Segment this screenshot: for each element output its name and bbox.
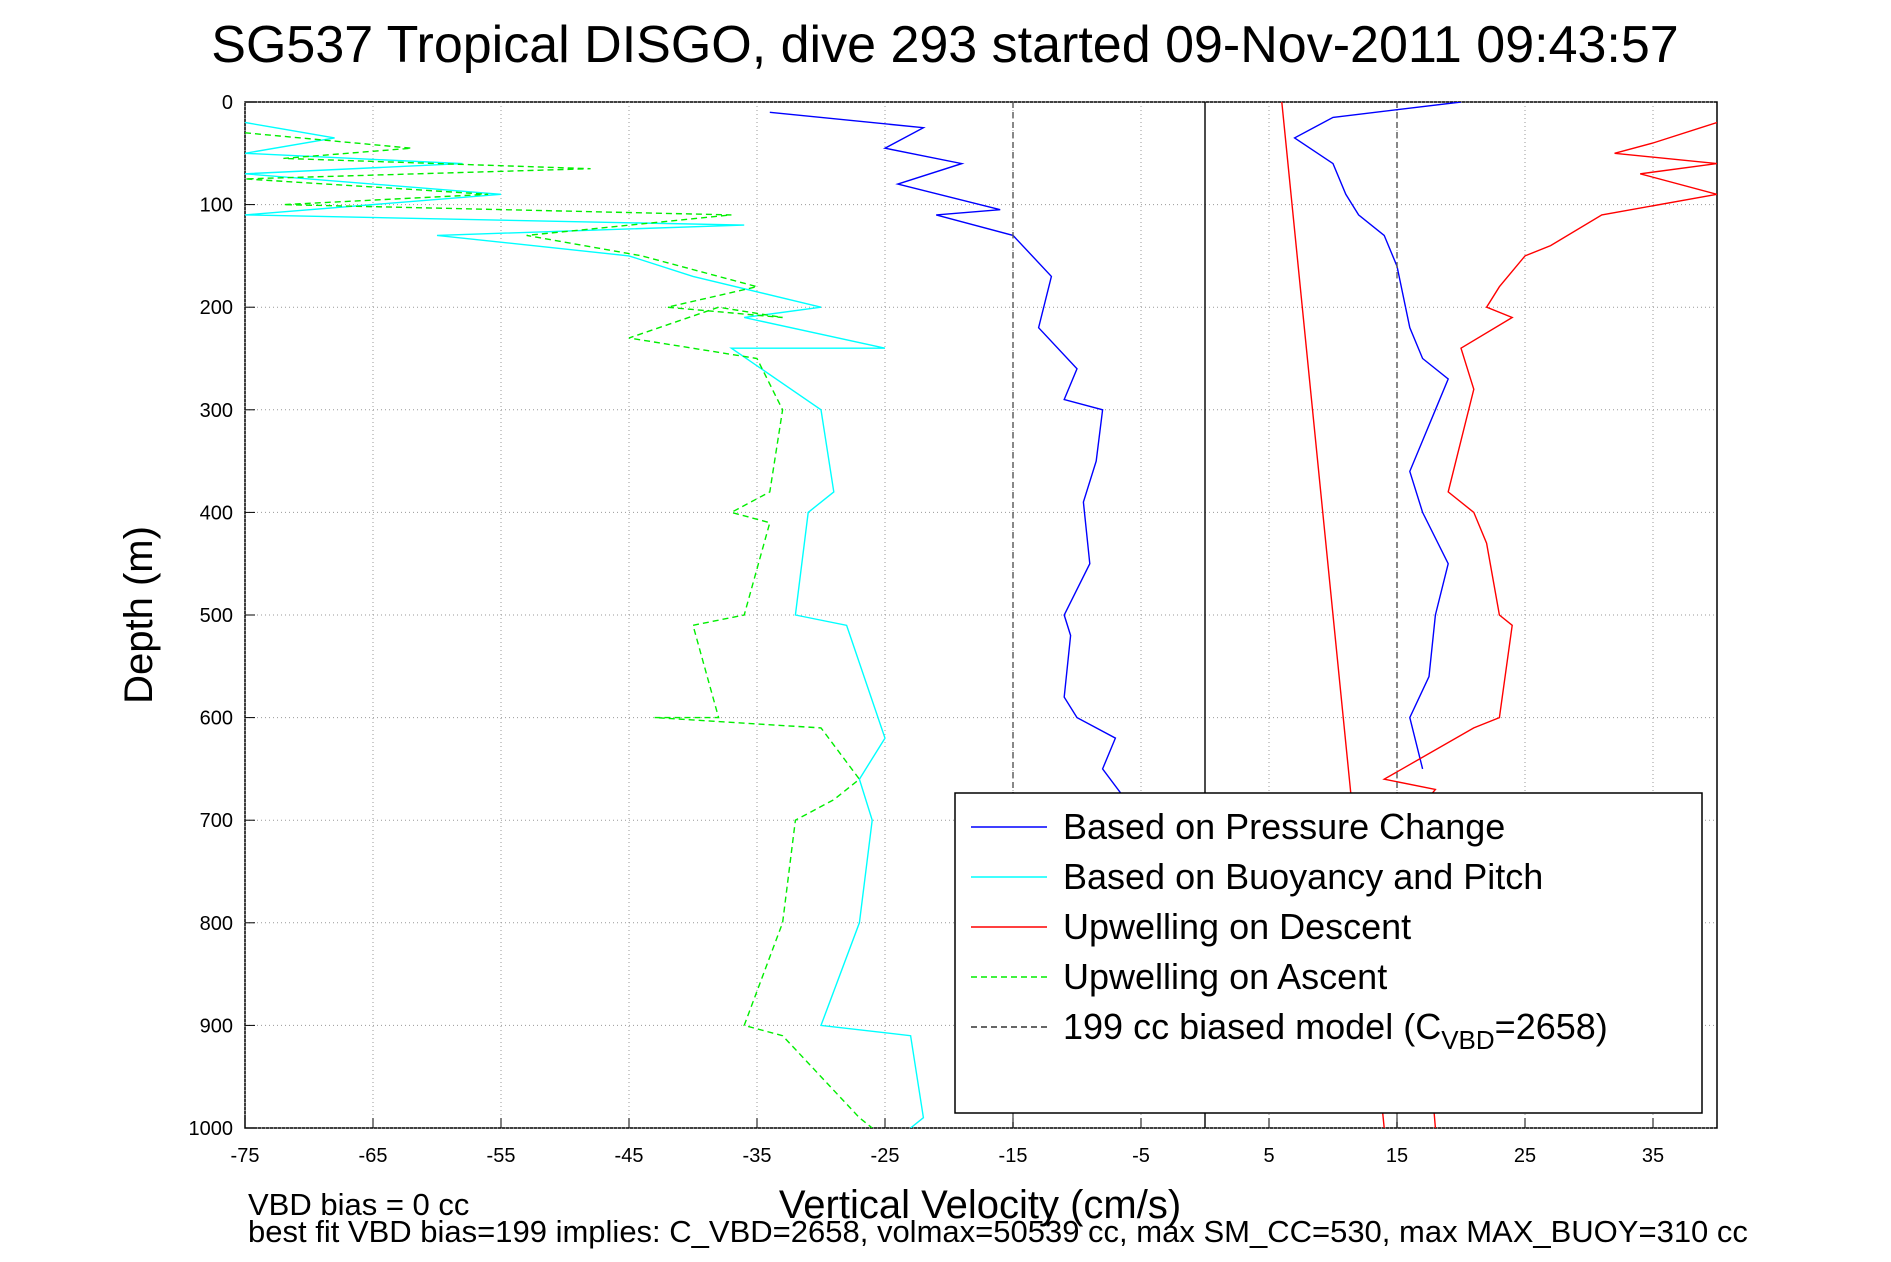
- legend-box: [954, 792, 1703, 1114]
- series-line-0: [769, 111, 1142, 821]
- legend-label-text: 199 cc biased model (C: [1063, 1006, 1441, 1047]
- y-tick-label: 300: [200, 400, 233, 422]
- legend-label-sub: VBD: [1441, 1025, 1494, 1055]
- legend: Based on Pressure Change Based on Buoyanc…: [954, 792, 1703, 1114]
- x-tick-label: 15: [1386, 1145, 1408, 1167]
- footer-line1: VBD bias = 0 cc: [248, 1187, 469, 1222]
- x-tick-label: -15: [999, 1145, 1028, 1167]
- ticks: -75 -65 -55 -45 -35 -25 -15 -5 5 15 25 350100200300…: [189, 92, 1665, 1167]
- chart-title: SG537 Tropical DISGO, dive 293 started 0…: [211, 16, 1678, 74]
- x-tick-label: -75: [231, 1145, 260, 1167]
- y-tick-label: 400: [200, 502, 233, 524]
- y-tick-label: 100: [200, 195, 233, 217]
- x-tick-label: -65: [359, 1145, 388, 1167]
- x-tick-label: -55: [487, 1145, 516, 1167]
- legend-label: Based on Pressure Change: [1063, 806, 1505, 847]
- legend-label-text: Based on Buoyancy and Pitch: [1063, 856, 1543, 897]
- series-line-1: [245, 121, 925, 1128]
- y-tick-label: 200: [200, 297, 233, 319]
- series-line-3: [245, 132, 873, 1128]
- y-tick-label: 500: [200, 605, 233, 627]
- footer-line2: best fit VBD bias=199 implies: C_VBD=265…: [248, 1214, 1748, 1249]
- legend-label-after: =2658): [1495, 1006, 1608, 1047]
- x-tick-label: 25: [1514, 1145, 1536, 1167]
- x-axis-label: Vertical Velocity (cm/s): [779, 1183, 1181, 1227]
- y-tick-label: 600: [200, 708, 233, 730]
- y-tick-label: 0: [222, 92, 233, 114]
- y-tick-label: 1000: [189, 1118, 234, 1140]
- legend-label-text: Upwelling on Ascent: [1063, 956, 1387, 997]
- series-line-2: [1382, 121, 1717, 1128]
- x-tick-label: 5: [1263, 1145, 1274, 1167]
- y-tick-label: 800: [200, 913, 233, 935]
- series-line-0: [1293, 102, 1462, 770]
- x-tick-label: 35: [1642, 1145, 1664, 1167]
- legend-label: Upwelling on Ascent: [1063, 956, 1387, 997]
- y-tick-label: 900: [200, 1015, 233, 1037]
- legend-label: Based on Buoyancy and Pitch: [1063, 856, 1543, 897]
- x-tick-label: -35: [743, 1145, 772, 1167]
- legend-label: 199 cc biased model (CVBD=2658): [1063, 1006, 1608, 1055]
- y-axis-label: Depth (m): [117, 526, 161, 704]
- x-tick-label: -25: [871, 1145, 900, 1167]
- x-tick-label: -5: [1132, 1145, 1150, 1167]
- legend-label: Upwelling on Descent: [1063, 906, 1411, 947]
- x-tick-label: -45: [615, 1145, 644, 1167]
- legend-label-text: Upwelling on Descent: [1063, 906, 1411, 947]
- legend-label-text: Based on Pressure Change: [1063, 806, 1505, 847]
- y-tick-label: 700: [200, 810, 233, 832]
